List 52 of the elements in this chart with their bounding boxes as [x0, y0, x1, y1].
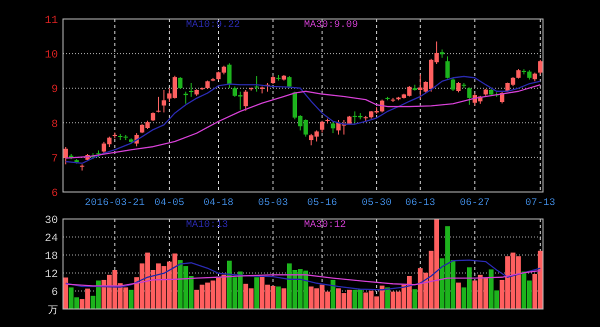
y-tick-label: 11 [44, 15, 58, 27]
bar [330, 280, 336, 309]
candlestick [162, 89, 166, 113]
x-tick-label: 06-13 [405, 198, 436, 209]
candlestick [227, 62, 232, 89]
y-tick-label: 24 [44, 233, 58, 245]
candlestick [516, 68, 521, 80]
y-tick-label: 9 [51, 84, 58, 96]
candlestick [178, 76, 182, 90]
bar [282, 288, 286, 309]
y-tick-label: 8 [51, 118, 58, 131]
y-tick-label: 6 [51, 287, 58, 299]
y-tick-label: 12 [44, 269, 58, 281]
x-tick-label: 04-05 [154, 198, 184, 209]
candlestick [189, 82, 194, 98]
bar [385, 287, 390, 309]
candlestick [538, 59, 542, 75]
text: MA10:9.22 [186, 20, 240, 31]
y-tick-label: 7 [51, 153, 58, 166]
y-tick-label: 18 [44, 251, 58, 263]
bar [254, 277, 260, 309]
candlestick [64, 146, 68, 165]
text: MA30:9.09 [304, 20, 358, 31]
y-tick-label: 30 [44, 215, 58, 227]
line-series [65, 84, 541, 159]
x-tick-label: 05-03 [258, 198, 288, 209]
x-tick-label: 05-30 [362, 198, 392, 209]
line-series [65, 270, 541, 287]
candlestick [254, 76, 259, 92]
y-tick-label: 10 [44, 50, 58, 62]
bar [128, 290, 134, 309]
y-tick-label: 6 [51, 188, 58, 200]
candlestick [244, 89, 248, 112]
candlestick [450, 77, 456, 92]
bar [276, 286, 281, 309]
bar [456, 282, 461, 309]
x-tick-label: 05-16 [307, 198, 338, 209]
candlestick [456, 81, 461, 93]
text: MA30:12 [304, 220, 346, 231]
line-series [65, 259, 541, 290]
x-tick-label: 06-27 [460, 198, 490, 209]
candlestick [184, 91, 188, 104]
bar [412, 289, 418, 309]
candlestick [330, 120, 336, 134]
text: MA10:13 [186, 220, 228, 231]
y-axis-title: 万 [48, 305, 58, 316]
candlestick [467, 87, 472, 106]
x-tick-label: 04-18 [203, 198, 234, 209]
x-tick-label: 2016-03-21 [84, 198, 145, 209]
x-tick-label: 07-13 [525, 198, 556, 209]
candlestick [445, 56, 450, 80]
candlestick [320, 120, 324, 133]
